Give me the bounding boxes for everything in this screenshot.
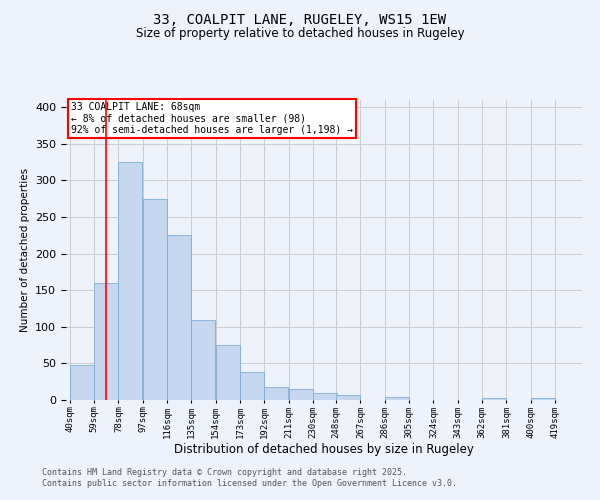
Text: Contains HM Land Registry data © Crown copyright and database right 2025.
Contai: Contains HM Land Registry data © Crown c… (42, 468, 457, 487)
Bar (336, 395, 360, 400)
Text: Size of property relative to detached houses in Rugeley: Size of property relative to detached ho… (136, 28, 464, 40)
Bar (289, 389, 313, 400)
Bar (216, 345, 240, 400)
Bar (531, 398, 555, 400)
Bar (191, 320, 215, 400)
Bar (143, 199, 167, 400)
X-axis label: Distribution of detached houses by size in Rugeley: Distribution of detached houses by size … (174, 444, 474, 456)
Bar (313, 392, 337, 400)
Bar (482, 398, 506, 400)
Bar (385, 397, 409, 400)
Bar (118, 162, 142, 400)
Bar (70, 365, 94, 400)
Text: 33 COALPIT LANE: 68sqm
← 8% of detached houses are smaller (98)
92% of semi-deta: 33 COALPIT LANE: 68sqm ← 8% of detached … (71, 102, 353, 134)
Bar (265, 387, 289, 400)
Bar (167, 236, 191, 400)
Bar (240, 372, 264, 400)
Bar (94, 283, 118, 400)
Y-axis label: Number of detached properties: Number of detached properties (20, 168, 29, 332)
Text: 33, COALPIT LANE, RUGELEY, WS15 1EW: 33, COALPIT LANE, RUGELEY, WS15 1EW (154, 12, 446, 26)
